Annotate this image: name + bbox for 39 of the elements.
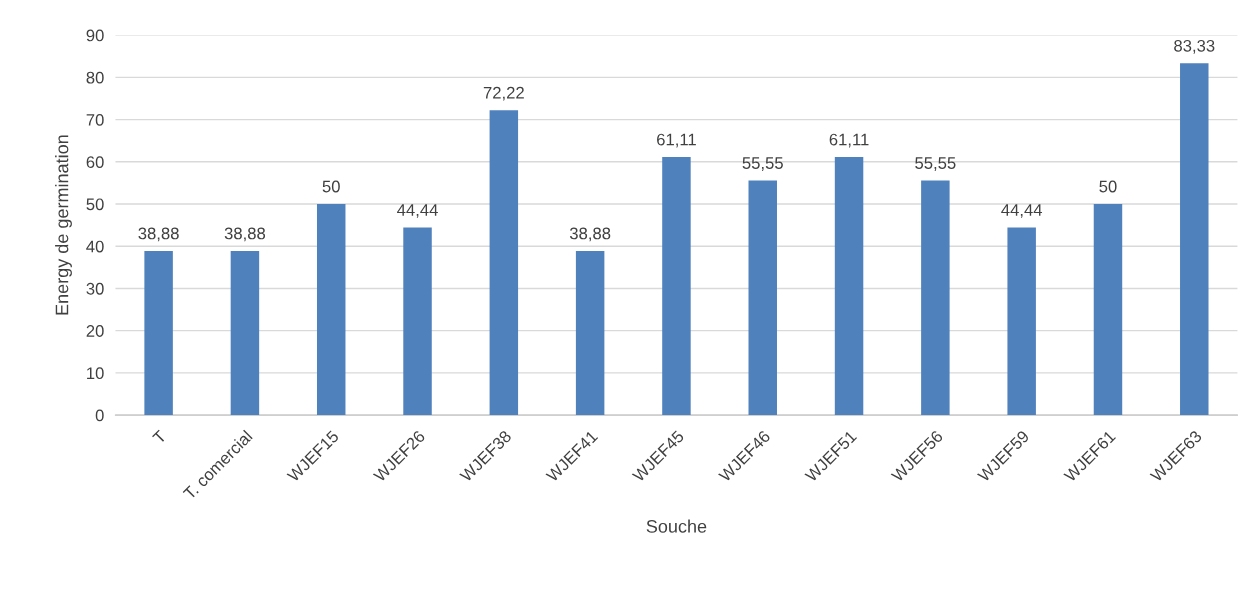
bar	[748, 180, 777, 416]
data-label: 61,11	[657, 133, 696, 148]
bar	[316, 204, 346, 416]
data-label: 50	[1099, 180, 1117, 193]
bar	[1180, 63, 1209, 416]
y-tick-label: 20	[86, 325, 104, 337]
bar	[230, 250, 260, 416]
data-label: 55,55	[915, 157, 956, 171]
data-label: 38,88	[224, 227, 266, 242]
data-label: 61,11	[829, 133, 869, 148]
data-label: 72,22	[483, 86, 524, 101]
data-label: 83,33	[1174, 39, 1215, 54]
x-tick-label: T	[152, 429, 167, 445]
bar	[1007, 227, 1036, 416]
y-tick-label: 30	[86, 282, 104, 295]
x-axis-title: Souche	[646, 519, 707, 533]
data-label: 38,88	[569, 227, 611, 242]
y-tick-label: 10	[87, 367, 104, 380]
data-label: 50	[322, 180, 340, 193]
y-tick-label: 40	[86, 240, 104, 253]
data-label: 55,55	[742, 157, 783, 171]
bar	[489, 110, 519, 416]
y-axis-title: Energy de germination	[55, 135, 72, 315]
y-tick-label: 60	[86, 156, 104, 169]
data-label: 38,88	[138, 227, 179, 242]
bar	[834, 157, 864, 416]
y-tick-label: 50	[86, 198, 104, 211]
data-label: 44,44	[1001, 204, 1043, 218]
bar	[144, 250, 173, 416]
y-tick-label: 90	[86, 29, 104, 42]
y-tick-label: 70	[86, 113, 104, 126]
bar	[921, 180, 950, 416]
data-label: 44,44	[397, 204, 438, 218]
y-tick-label: 80	[86, 71, 104, 84]
bar	[403, 227, 432, 416]
y-tick-label: 0	[95, 409, 104, 422]
bar	[662, 157, 691, 416]
bar	[1093, 204, 1123, 416]
bar	[575, 250, 605, 416]
